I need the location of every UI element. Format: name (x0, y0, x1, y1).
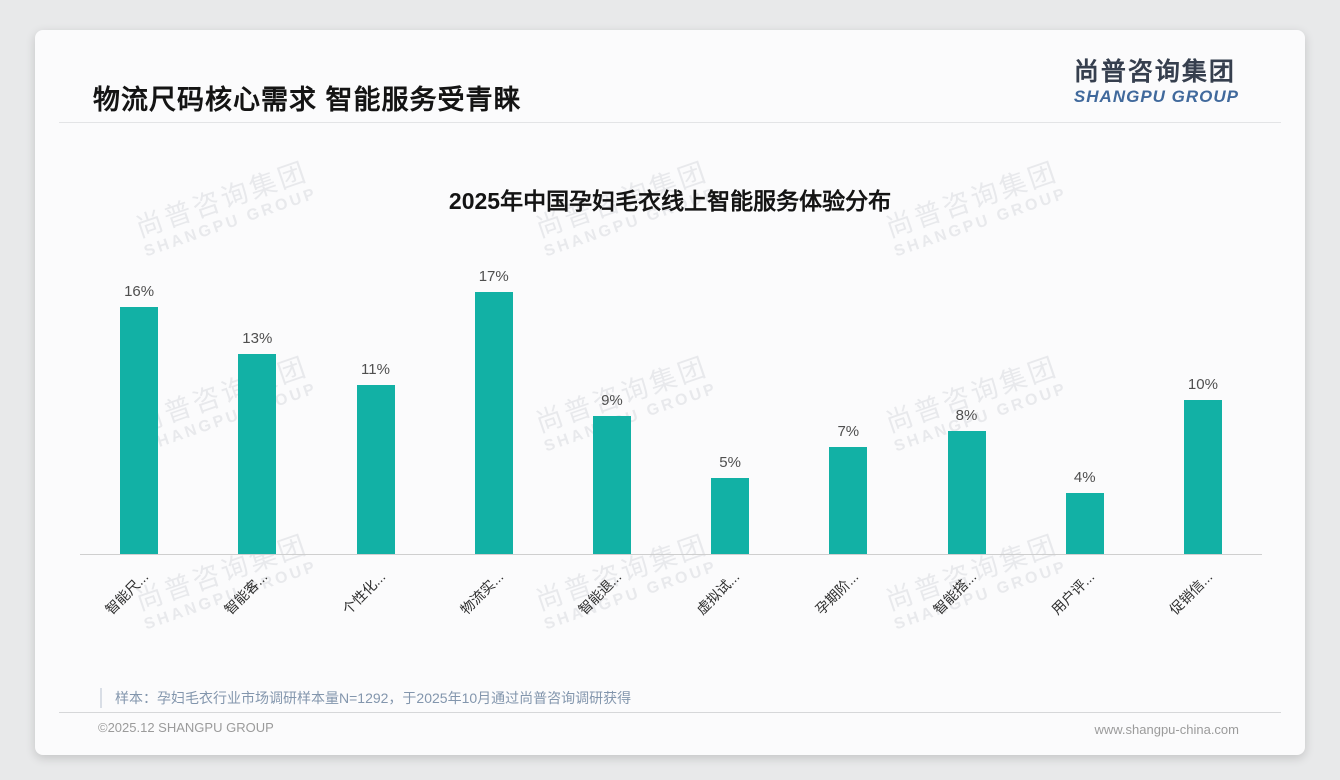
bar (711, 477, 750, 555)
bar-value-label: 13% (242, 329, 273, 347)
logo-cn-text: 尚普咨询集团 (1073, 58, 1236, 86)
company-logo: 尚普咨询集团 SHANGPU GROUP (1074, 58, 1239, 106)
x-axis-label: 用户评... (1048, 568, 1098, 618)
logo-en-text: SHANGPU GROUP (1073, 86, 1239, 106)
x-axis-label: 智能退... (575, 568, 625, 618)
bar-value-label: 9% (601, 391, 623, 409)
x-axis-label: 促销信... (1166, 568, 1216, 618)
bar-group: 8% 智能搭... (907, 160, 1025, 618)
header-divider (59, 122, 1281, 123)
bar-value-label: 17% (478, 267, 509, 285)
bar-value-label: 8% (955, 407, 978, 424)
website-url: www.shangpu-china.com (1094, 722, 1239, 737)
bar-group: 9% 智能退... (553, 160, 671, 618)
bar-chart: 16% 智能尺... 13% 智能客... 11% 个性化... 17% 物流实… (80, 160, 1262, 618)
bar (120, 307, 159, 555)
x-axis-label: 智能搭... (929, 568, 980, 618)
watermark-en: SHANGPU GROUP (891, 557, 1070, 634)
sample-note: 样本：孕妇毛衣行业市场调研样本量N=1292，于2025年10月通过尚普咨询调研… (100, 688, 631, 708)
bar (1183, 400, 1222, 555)
x-axis-label: 智能客... (220, 568, 271, 618)
bar (356, 384, 395, 555)
slide-card: 物流尺码核心需求 智能服务受青睐 尚普咨询集团 SHANGPU GROUP 尚普… (35, 30, 1305, 755)
bar-group: 16% 智能尺... (80, 160, 198, 618)
bars: 16% 智能尺... 13% 智能客... 11% 个性化... 17% 物流实… (80, 160, 1262, 618)
bar-value-label: 4% (1073, 469, 1096, 486)
bar-value-label: 11% (361, 360, 390, 378)
bar-group: 4% 用户评... (1026, 160, 1144, 618)
page-title: 物流尺码核心需求 智能服务受青睐 (93, 85, 522, 115)
x-axis-line (80, 554, 1262, 555)
x-axis-label: 物流实... (457, 568, 507, 618)
bar (238, 353, 277, 555)
x-axis-label: 虚拟试... (693, 568, 743, 618)
chart-title: 2025年中国孕妇毛衣线上智能服务体验分布 (448, 188, 892, 214)
bar (947, 431, 986, 555)
bar-group: 17% 物流实... (435, 160, 553, 618)
bar-group: 13% 智能客... (198, 160, 316, 618)
footer-divider (59, 712, 1281, 713)
bar-value-label: 5% (719, 453, 741, 471)
bar (1065, 493, 1104, 555)
bar (592, 415, 631, 555)
bar-group: 5% 虚拟试... (671, 160, 789, 618)
copyright-text: ©2025.12 SHANGPU GROUP (98, 720, 274, 735)
watermark-en: SHANGPU GROUP (541, 557, 720, 634)
bar (474, 291, 513, 555)
bar-value-label: 10% (1187, 376, 1218, 393)
bar (829, 446, 868, 555)
bar-group: 10% 促销信... (1144, 160, 1262, 618)
bar-value-label: 16% (124, 283, 155, 300)
x-axis-label: 智能尺... (102, 568, 152, 618)
x-axis-label: 孕期阶... (811, 568, 862, 618)
bar-group: 7% 孕期阶... (789, 160, 907, 618)
x-axis-label: 个性化... (338, 568, 389, 618)
bar-group: 11% 个性化... (316, 160, 434, 618)
bar-value-label: 7% (837, 422, 860, 440)
